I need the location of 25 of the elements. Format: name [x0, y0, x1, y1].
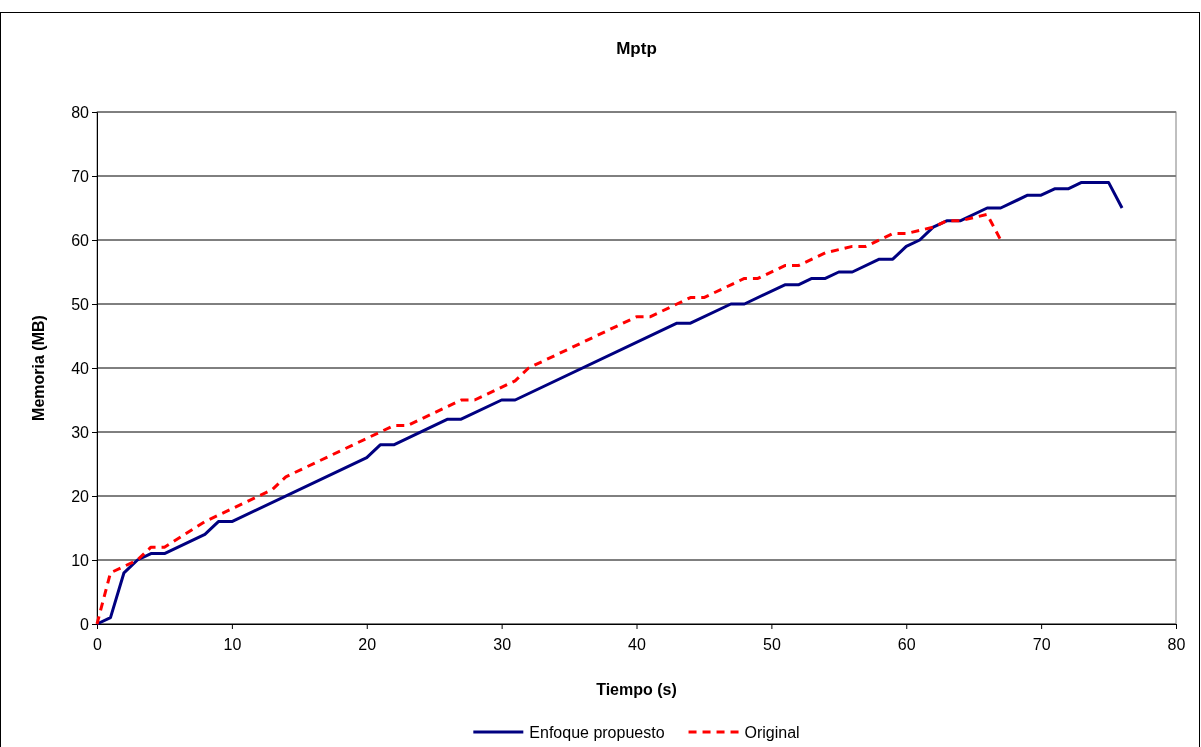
x-tick-label: 0	[93, 635, 103, 653]
y-tick-label: 60	[71, 231, 90, 249]
y-axis-title: Memoria (MB)	[30, 315, 47, 421]
line-series	[95, 180, 1124, 626]
y-tick-label: 40	[71, 359, 90, 377]
x-tick-label: 20	[358, 635, 377, 653]
y-tick-label: 20	[71, 487, 90, 505]
y-tick-label: 70	[71, 167, 90, 185]
x-tick-label: 80	[1167, 635, 1186, 653]
y-tick-label: 50	[71, 295, 90, 313]
line-series	[95, 212, 1003, 626]
y-tick-label: 30	[71, 423, 90, 441]
x-tick-label: 30	[493, 635, 512, 653]
x-tick-label: 60	[897, 635, 916, 653]
x-tick-label: 10	[223, 635, 242, 653]
x-tick-label: 50	[762, 635, 781, 653]
x-tick-label: 70	[1032, 635, 1051, 653]
y-tick-label: 80	[71, 103, 90, 121]
x-axis-title: Tiempo (s)	[596, 681, 677, 698]
x-tick-label: 40	[628, 635, 646, 653]
legend-label: Enfoque propuesto	[529, 724, 665, 741]
chart-title: Mptp	[616, 39, 657, 58]
legend-label: Original	[744, 724, 800, 741]
y-tick-label: 0	[80, 615, 90, 633]
y-tick-label: 10	[71, 551, 90, 569]
